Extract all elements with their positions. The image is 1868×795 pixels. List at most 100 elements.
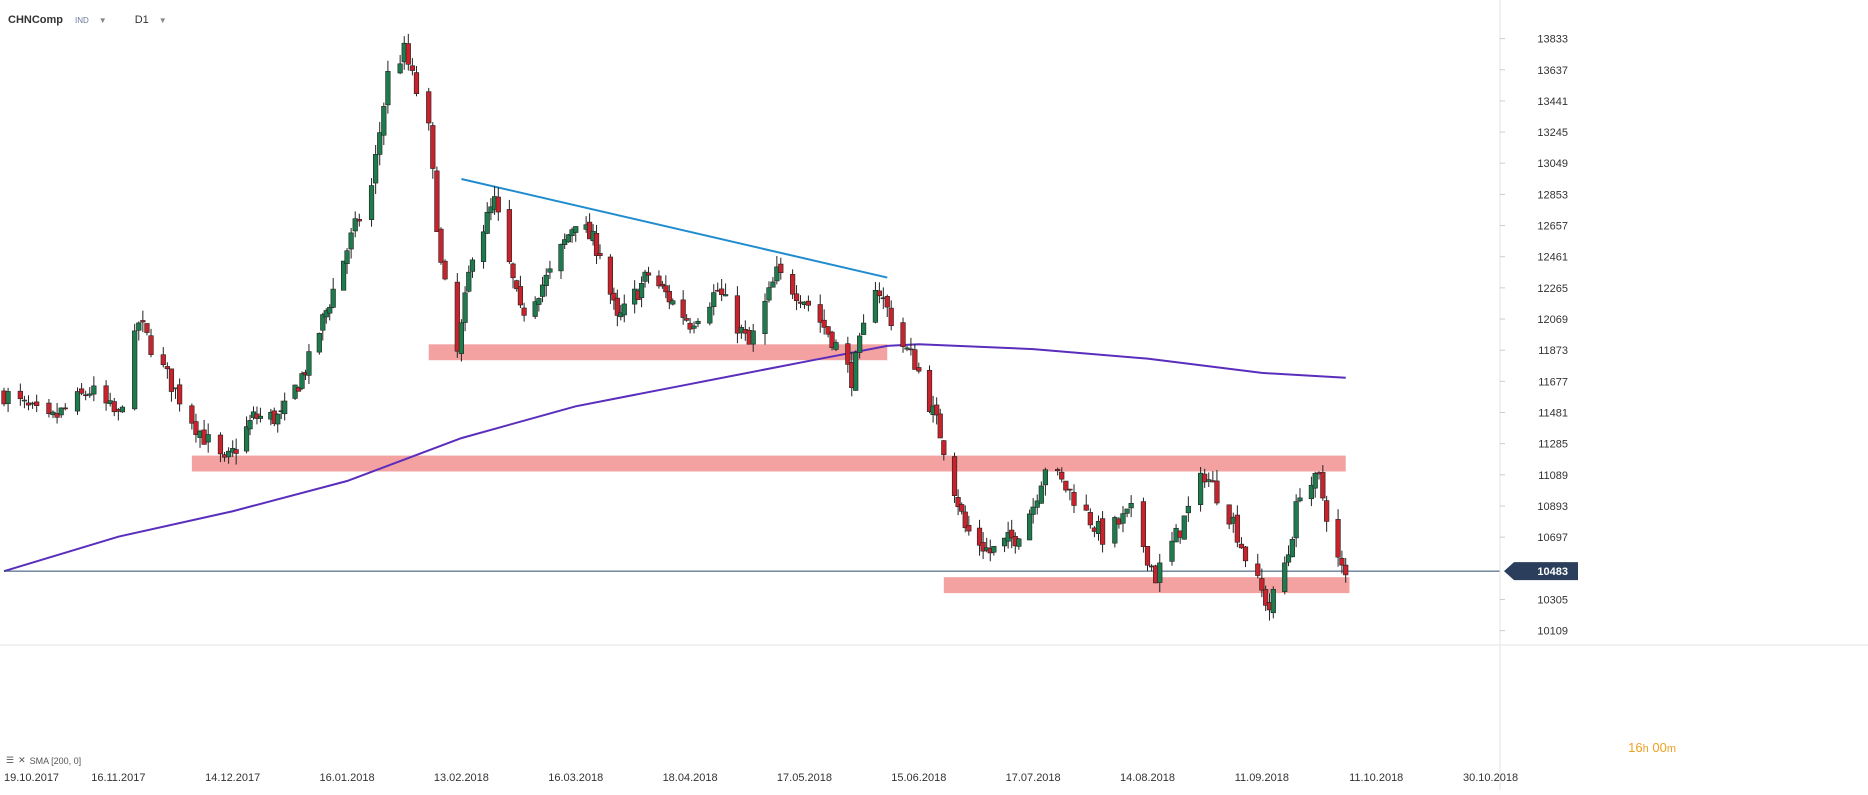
chevron-down-icon[interactable]: ▼ [98, 15, 107, 25]
candle[interactable] [904, 345, 910, 352]
candle[interactable] [1009, 519, 1015, 549]
candle[interactable] [1055, 467, 1061, 476]
trendline[interactable] [461, 178, 888, 279]
candle[interactable] [857, 332, 863, 359]
candle[interactable] [438, 227, 444, 265]
candle[interactable] [316, 332, 322, 355]
candle[interactable] [532, 296, 538, 320]
candle[interactable] [547, 260, 553, 279]
candle[interactable] [458, 319, 465, 362]
candle[interactable] [1312, 471, 1318, 498]
candle[interactable] [164, 362, 170, 379]
candle[interactable] [510, 262, 516, 289]
candle[interactable] [160, 347, 166, 368]
candle[interactable] [593, 224, 600, 265]
timeframe-selector[interactable]: D1 [134, 14, 149, 26]
candle[interactable] [226, 447, 232, 464]
candle[interactable] [845, 336, 851, 373]
candle[interactable] [645, 266, 652, 284]
candle[interactable] [58, 407, 64, 418]
candle[interactable] [1181, 515, 1187, 540]
candle[interactable] [62, 403, 68, 411]
candle[interactable] [21, 395, 28, 409]
candle[interactable] [352, 211, 358, 238]
candle[interactable] [1335, 509, 1341, 567]
candle[interactable] [506, 199, 512, 264]
candle[interactable] [860, 314, 867, 335]
candle[interactable] [872, 281, 879, 324]
candle[interactable] [1087, 508, 1093, 529]
candle[interactable] [466, 265, 472, 293]
candle[interactable] [1320, 465, 1326, 501]
candle[interactable] [1285, 545, 1292, 567]
candle[interactable] [876, 282, 882, 304]
candle[interactable] [454, 273, 460, 358]
candle[interactable] [1226, 504, 1232, 530]
candle[interactable] [711, 284, 717, 316]
candle[interactable] [1083, 494, 1089, 511]
candle[interactable] [34, 394, 40, 413]
candle[interactable] [558, 243, 564, 279]
candle[interactable] [941, 439, 947, 461]
candle[interactable] [536, 297, 542, 312]
candle[interactable] [1067, 488, 1073, 501]
candle[interactable] [1308, 476, 1315, 507]
candle[interactable] [205, 423, 211, 453]
candle[interactable] [111, 397, 117, 417]
candle[interactable] [695, 318, 701, 328]
candle[interactable] [1242, 545, 1249, 568]
candle[interactable] [621, 294, 627, 323]
candle[interactable] [762, 293, 768, 345]
candle[interactable] [926, 365, 933, 414]
candle[interactable] [597, 244, 603, 260]
candle[interactable] [495, 187, 501, 221]
candle[interactable] [684, 314, 690, 322]
candle[interactable] [1185, 496, 1191, 522]
candle[interactable] [951, 452, 958, 503]
candle[interactable] [587, 213, 593, 240]
candle[interactable] [295, 386, 302, 392]
candle[interactable] [565, 233, 571, 243]
candle[interactable] [774, 255, 780, 285]
candle[interactable] [937, 408, 943, 439]
candle[interactable] [247, 414, 253, 436]
candle[interactable] [966, 515, 972, 536]
candle[interactable] [430, 122, 436, 179]
candle[interactable] [1289, 536, 1295, 558]
candle[interactable] [480, 224, 487, 269]
candle[interactable] [1343, 557, 1349, 583]
candle[interactable] [1234, 505, 1240, 548]
candle[interactable] [243, 416, 250, 454]
candle[interactable] [5, 387, 11, 413]
candle[interactable] [1263, 585, 1269, 612]
candle[interactable] [1297, 488, 1303, 503]
candle[interactable] [934, 397, 940, 425]
candle[interactable] [638, 276, 645, 308]
candle[interactable] [573, 226, 579, 242]
candle[interactable] [607, 254, 614, 305]
candle[interactable] [344, 248, 350, 274]
candle[interactable] [426, 87, 432, 131]
candle[interactable] [397, 54, 403, 75]
candle[interactable] [1001, 537, 1008, 553]
candle[interactable] [1144, 545, 1151, 571]
candle[interactable] [1238, 537, 1245, 549]
candle[interactable] [409, 58, 415, 76]
candle[interactable] [1214, 470, 1220, 506]
candle[interactable] [1324, 495, 1330, 532]
candle[interactable] [1157, 553, 1163, 593]
candle[interactable] [323, 308, 329, 324]
candle[interactable] [442, 259, 448, 281]
support-zone[interactable] [428, 344, 888, 361]
candle[interactable] [539, 276, 546, 303]
candle[interactable] [980, 532, 986, 560]
candle[interactable] [136, 321, 142, 341]
candle[interactable] [750, 323, 756, 352]
candle[interactable] [327, 304, 333, 321]
candle[interactable] [91, 376, 97, 402]
candle[interactable] [976, 519, 983, 556]
candle[interactable] [833, 339, 839, 352]
candle[interactable] [257, 407, 264, 423]
candle[interactable] [1197, 466, 1204, 512]
